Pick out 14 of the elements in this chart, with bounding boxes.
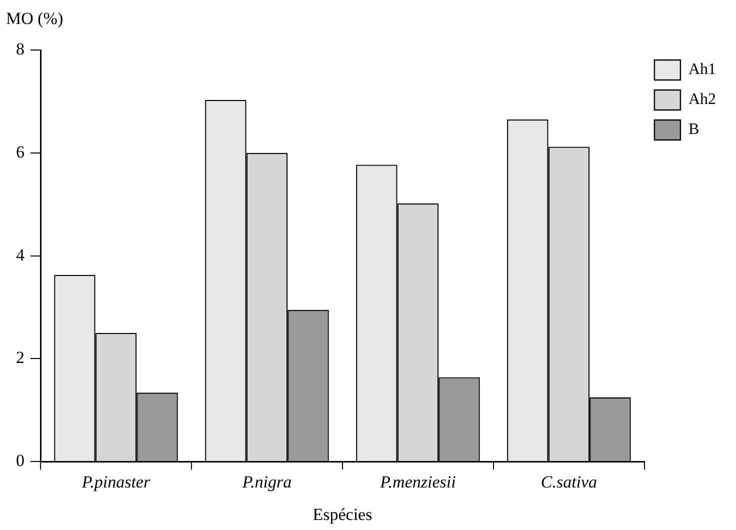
y-tick-label: 8 bbox=[16, 39, 24, 58]
x-tick-label: P.menziesii bbox=[379, 472, 456, 492]
y-axis-title: MO (%) bbox=[6, 9, 64, 28]
y-tick-label: 2 bbox=[16, 348, 24, 368]
y-tick-label: 4 bbox=[16, 245, 25, 264]
x-tick-label: P.pinaster bbox=[80, 472, 150, 492]
x-tick-label: C.sativa bbox=[540, 472, 598, 492]
y-tick-label: 0 bbox=[16, 451, 24, 470]
legend-label: Ah1 bbox=[688, 61, 716, 78]
x-axis-title: Espécies bbox=[312, 504, 372, 524]
legend-label: B bbox=[688, 121, 700, 138]
x-tick-label: P.nigra bbox=[241, 472, 292, 492]
y-tick-label: 6 bbox=[16, 142, 24, 162]
legend-label: Ah2 bbox=[688, 91, 716, 108]
